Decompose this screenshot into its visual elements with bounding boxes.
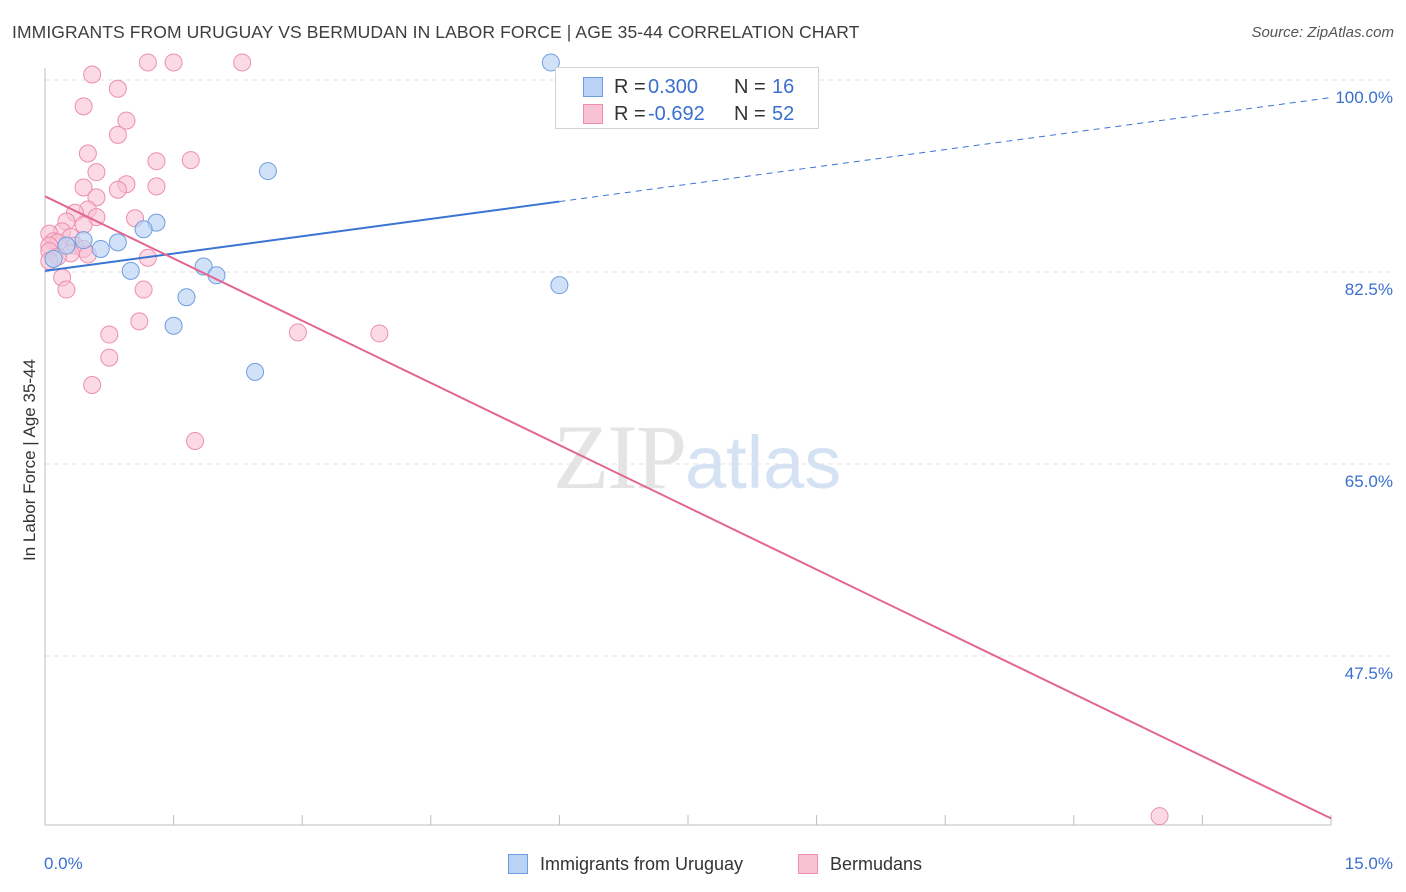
legend-n-label: N = [734, 75, 766, 98]
legend-n-value-bermudans: 52 [772, 102, 795, 125]
legend-swatch-uruguay [583, 77, 603, 97]
source-label: Source: ZipAtlas.com [1251, 24, 1394, 41]
legend-r-value-bermudans: -0.692 [648, 102, 705, 125]
bermudan-point [134, 280, 153, 299]
uruguay-trend-line [44, 200, 560, 272]
bermudan-point [74, 97, 93, 116]
legend-swatch-bermudans [583, 104, 603, 124]
bermudan-point [83, 65, 102, 84]
bermudan-point [147, 177, 166, 196]
uruguay-point [246, 362, 265, 381]
bermudan-point [74, 178, 93, 197]
legend-n-value-uruguay: 16 [772, 75, 795, 98]
y-tick-label: 47.5% [1345, 664, 1393, 683]
bermudan-point [83, 376, 102, 395]
bermudan-point [100, 325, 119, 344]
bermudan-point [130, 312, 149, 331]
watermark-atlas: atlas [685, 421, 842, 504]
bermudan-point [147, 152, 166, 171]
watermark: ZIPatlas [553, 404, 841, 510]
bottom-legend-swatch-bermudans [798, 854, 818, 874]
uruguay-point [74, 231, 93, 250]
uruguay-point [108, 233, 127, 252]
bermudan-point [164, 53, 183, 72]
bottom-legend-label-uruguay: Immigrants from Uruguay [540, 853, 744, 874]
legend-r-label: R = [614, 102, 646, 125]
x-tick-label: 0.0% [44, 854, 83, 873]
bermudan-point [78, 144, 97, 163]
bermudan-point [181, 151, 200, 170]
bermudan-point [138, 53, 157, 72]
uruguay-point [57, 236, 76, 255]
bermudan-point [1150, 807, 1169, 826]
bottom-legend-swatch-uruguay [508, 854, 528, 874]
uruguay-point [258, 162, 277, 181]
bermudan-point [288, 323, 307, 342]
y-axis-label: In Labor Force | Age 35-44 [20, 359, 39, 561]
legend-r-value-uruguay: 0.300 [648, 75, 699, 98]
bermudan-point [186, 431, 205, 450]
bermudan-point [233, 53, 252, 72]
bermudan-point [100, 348, 119, 367]
legend-r-label: R = [614, 75, 646, 98]
uruguay-point [91, 239, 110, 258]
uruguay-point [164, 316, 183, 335]
bermudan-point [370, 324, 389, 343]
uruguay-point [550, 276, 569, 295]
uruguay-point [121, 261, 140, 280]
bermudan-trend-line [44, 195, 1332, 820]
uruguay-point [44, 249, 63, 268]
bermudan-point [117, 111, 136, 130]
bermudan-point [87, 163, 106, 182]
uruguay-trend-extension [559, 97, 1332, 203]
watermark-zip: ZIP [553, 406, 687, 508]
y-tick-label: 100.0% [1335, 88, 1393, 107]
bottom-legend-bermudans: Bermudans [798, 852, 922, 876]
y-tick-label: 82.5% [1345, 280, 1393, 299]
stats-legend: R = 0.300 N = 16 R = -0.692 N = 52 [555, 67, 819, 129]
uruguay-point [541, 53, 560, 72]
y-tick-label: 65.0% [1345, 472, 1393, 491]
bermudan-point [108, 79, 127, 98]
bermudan-point [108, 180, 127, 199]
uruguay-point [134, 220, 153, 239]
x-tick-label: 15.0% [1345, 854, 1393, 873]
legend-n-label: N = [734, 102, 766, 125]
bottom-legend-uruguay: Immigrants from Uruguay [508, 852, 743, 876]
uruguay-point [177, 288, 196, 307]
bottom-legend-label-bermudans: Bermudans [830, 853, 923, 874]
chart-title: IMMIGRANTS FROM URUGUAY VS BERMUDAN IN L… [12, 22, 860, 42]
bermudan-point [57, 280, 76, 299]
bermudan-point [108, 125, 127, 144]
